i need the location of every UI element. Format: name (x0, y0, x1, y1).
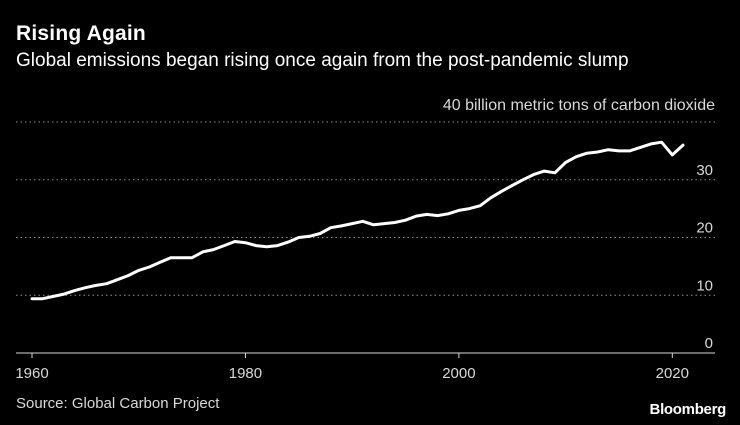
chart-title: Rising Again (16, 22, 146, 45)
data-point-1964 (74, 290, 76, 292)
data-point-1972 (159, 261, 161, 263)
data-point-1981 (255, 245, 257, 247)
data-point-1977 (212, 249, 214, 251)
data-point-1967 (106, 283, 108, 285)
y-axis-unit-label: 40 billion metric tons of carbon dioxide (442, 97, 715, 114)
data-point-2007 (533, 174, 535, 176)
data-point-2012 (586, 152, 588, 154)
data-point-2008 (543, 170, 545, 172)
data-point-2019 (661, 141, 663, 143)
data-point-1996 (415, 215, 417, 217)
data-point-2000 (458, 209, 460, 211)
data-point-1990 (351, 223, 353, 225)
data-point-1995 (404, 219, 407, 221)
data-point-1997 (426, 213, 428, 215)
data-point-1999 (447, 213, 449, 215)
data-point-1980 (244, 242, 246, 244)
data-point-1986 (308, 235, 311, 237)
data-point-1994 (394, 221, 396, 224)
data-point-1965 (84, 287, 86, 289)
data-point-1987 (319, 232, 321, 235)
data-point-1978 (223, 245, 225, 247)
data-point-1991 (362, 220, 364, 222)
data-point-2021 (682, 144, 684, 146)
data-point-2002 (479, 205, 481, 207)
data-point-2015 (618, 150, 620, 152)
data-point-2011 (575, 156, 577, 158)
data-point-1973 (170, 257, 172, 259)
data-point-1971 (148, 266, 150, 268)
data-point-1979 (234, 240, 236, 243)
data-point-2016 (629, 150, 631, 152)
data-point-2018 (650, 143, 652, 145)
series-line-emissions (30, 140, 685, 301)
y-tick-label-20: 20 (696, 220, 713, 237)
chart-subtitle: Global emissions began rising once again… (16, 50, 629, 71)
series-group (30, 140, 685, 301)
data-point-2004 (501, 190, 503, 192)
data-point-1985 (298, 236, 300, 239)
data-point-1966 (95, 284, 97, 286)
data-point-2006 (522, 179, 524, 181)
y-axis-ticks: 0 10 20 30 (696, 162, 713, 352)
data-point-2001 (468, 208, 471, 210)
data-point-1989 (340, 225, 343, 227)
data-point-1961 (42, 298, 44, 300)
x-axis: 1960 1980 2000 2020 (15, 352, 715, 382)
data-point-1998 (436, 215, 439, 217)
data-point-2017 (639, 146, 641, 148)
data-point-1993 (383, 223, 385, 225)
data-point-2020 (671, 154, 673, 156)
data-point-2013 (597, 151, 599, 153)
data-point-1983 (276, 245, 279, 247)
y-tick-label-10: 10 (696, 277, 713, 294)
x-tick-label-1980: 1980 (229, 365, 262, 382)
data-point-1974 (180, 257, 182, 259)
data-point-1969 (127, 275, 129, 277)
data-point-1982 (266, 246, 268, 248)
data-point-2009 (554, 172, 556, 174)
y-tick-label-0: 0 (705, 335, 713, 352)
y-tick-label-30: 30 (696, 162, 713, 179)
data-point-2010 (565, 161, 567, 163)
data-point-2014 (607, 149, 609, 151)
grid-lines (16, 121, 715, 296)
data-point-1970 (138, 269, 140, 271)
data-point-1976 (202, 251, 204, 253)
x-tick-label-1960: 1960 (15, 365, 48, 382)
bloomberg-logo: Bloomberg (649, 401, 727, 418)
data-point-1992 (372, 224, 375, 226)
data-point-2003 (490, 197, 492, 199)
x-tick-label-2000: 2000 (442, 365, 475, 382)
data-point-1975 (191, 257, 193, 259)
data-point-1988 (330, 227, 332, 229)
data-point-1960 (31, 298, 33, 300)
data-point-2005 (511, 184, 513, 187)
data-point-1962 (52, 295, 55, 297)
x-tick-label-2020: 2020 (656, 365, 689, 382)
data-point-1963 (63, 293, 65, 295)
source-note: Source: Global Carbon Project (16, 395, 220, 412)
data-point-1968 (116, 279, 118, 281)
data-point-1984 (287, 241, 289, 243)
